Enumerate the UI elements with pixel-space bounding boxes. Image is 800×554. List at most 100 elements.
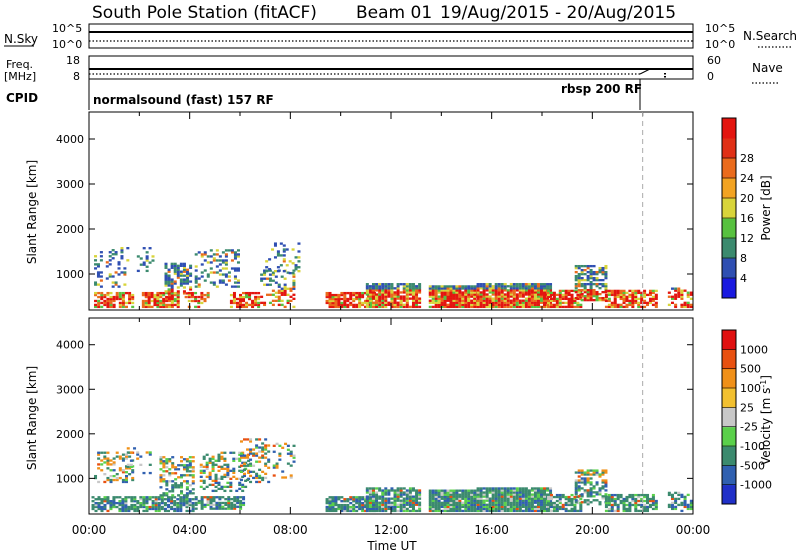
freq-right-label: Nave [752, 61, 783, 75]
range-cell [393, 507, 397, 511]
range-cell [567, 301, 571, 305]
range-cell [680, 495, 684, 499]
range-cell [171, 488, 175, 491]
range-cell [94, 259, 98, 262]
range-cell [415, 501, 419, 504]
range-cell [368, 289, 372, 292]
range-cell [209, 267, 213, 270]
range-cell [467, 301, 471, 304]
range-cell [218, 263, 222, 266]
range-cell [452, 505, 456, 509]
range-cell [355, 509, 359, 513]
range-cell [375, 295, 379, 298]
range-cell [96, 265, 100, 268]
range-cell [182, 278, 186, 281]
colorbar-tick-label: 4 [740, 272, 747, 285]
range-cell [191, 488, 195, 491]
range-cell [628, 293, 632, 297]
range-cell [455, 491, 459, 494]
range-cell [190, 295, 194, 299]
range-cell [631, 293, 635, 297]
range-cell [126, 451, 130, 454]
range-cell [521, 301, 525, 304]
range-cell [153, 293, 157, 297]
range-cell [533, 287, 537, 290]
range-cell [616, 305, 620, 309]
range-cell [579, 507, 583, 511]
range-cell [643, 299, 647, 303]
range-cell [418, 493, 422, 496]
range-cell [564, 495, 568, 499]
range-cell [331, 503, 335, 507]
range-cell [200, 301, 204, 305]
range-cell [411, 499, 415, 502]
range-cell [223, 451, 227, 454]
range-cell [170, 282, 174, 285]
range-cell [399, 489, 403, 492]
range-cell [628, 507, 632, 511]
range-cell [197, 501, 201, 505]
range-cell [218, 505, 222, 508]
range-cell [170, 292, 174, 295]
range-cell [375, 493, 379, 496]
range-cell [378, 305, 382, 309]
range-cell [230, 503, 234, 507]
range-cell [346, 505, 350, 509]
range-cell [574, 501, 578, 504]
range-cell [667, 503, 671, 507]
range-cell [224, 263, 228, 266]
range-cell [197, 305, 201, 309]
range-cell [564, 497, 568, 501]
range-cell [408, 491, 412, 494]
range-cell [378, 297, 382, 300]
range-cell [240, 440, 243, 443]
range-cell [100, 291, 104, 295]
range-cell [610, 507, 614, 511]
range-cell [452, 507, 456, 511]
range-cell [390, 285, 394, 288]
range-cell [384, 291, 388, 294]
range-cell [205, 465, 209, 468]
range-cell [249, 464, 253, 467]
range-cell [352, 507, 356, 511]
range-cell [604, 299, 608, 303]
range-cell [470, 499, 474, 502]
range-cell [106, 301, 110, 305]
range-cell [215, 249, 219, 252]
range-cell [378, 495, 382, 498]
range-cell [497, 295, 501, 298]
range-cell [393, 489, 397, 492]
range-cell [109, 299, 113, 303]
range-cell [239, 499, 243, 503]
range-cell [491, 507, 495, 511]
range-cell [203, 496, 207, 499]
range-cell [601, 469, 605, 472]
range-cell [613, 289, 617, 293]
range-cell [418, 287, 422, 290]
range-cell [346, 297, 350, 301]
range-cell [449, 293, 453, 296]
range-cell [509, 495, 513, 498]
range-cell [337, 498, 341, 501]
range-cell [654, 499, 658, 503]
range-cell [561, 503, 565, 507]
range-cell [586, 473, 590, 476]
range-cell [586, 276, 590, 280]
x-tick-label: 04:00 [172, 523, 207, 537]
range-cell [604, 296, 608, 300]
x-tick-label: 12:00 [374, 523, 409, 537]
range-cell [619, 305, 623, 309]
range-cell [473, 285, 477, 288]
range-cell [205, 461, 209, 464]
range-cell [683, 499, 687, 503]
range-cell [515, 287, 519, 290]
range-cell [619, 293, 623, 297]
range-cell [536, 297, 540, 300]
range-cell [121, 459, 125, 462]
range-cell [654, 305, 658, 309]
range-cell [418, 291, 422, 294]
range-cell [238, 303, 242, 307]
range-cell [278, 458, 282, 461]
range-cell [405, 497, 409, 500]
range-cell [258, 476, 262, 480]
